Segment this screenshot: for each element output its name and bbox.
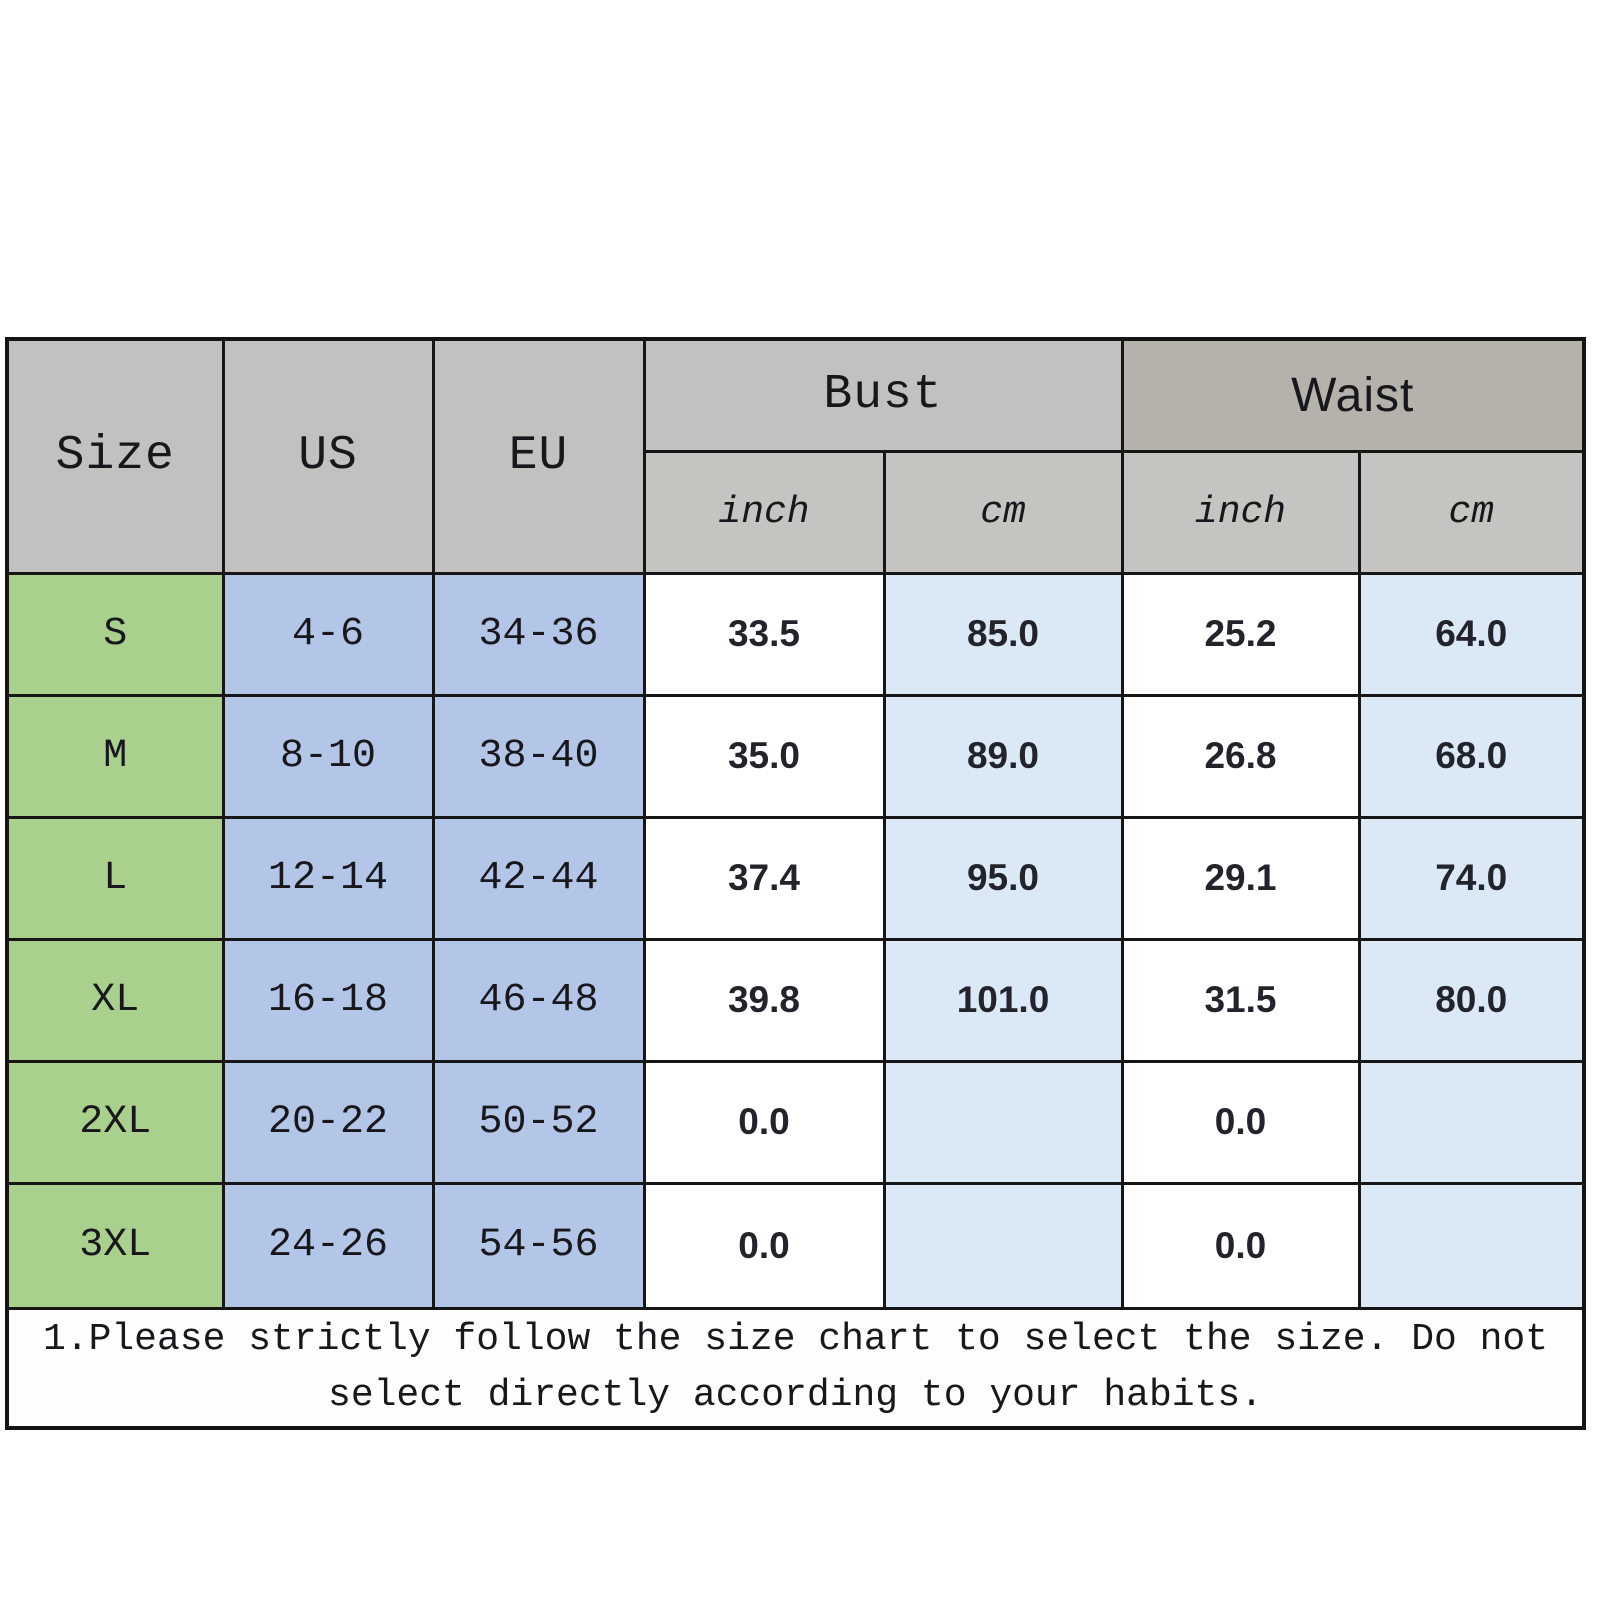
eu-cell: 42-44 — [431, 815, 646, 941]
table-row-l: L 12-14 42-44 37.4 95.0 29.1 74.0 — [5, 815, 1586, 941]
waist-inch-cell: 29.1 — [1120, 815, 1361, 941]
size-chart-table: Size US EU Bust Waist inch cm inch cm S … — [5, 337, 1586, 1430]
bust-inch-cell: 37.4 — [642, 815, 886, 941]
header-size: Size — [5, 337, 225, 575]
header-bust-inch: inch — [642, 449, 886, 575]
header-bust-cm: cm — [882, 449, 1124, 575]
eu-cell: 46-48 — [431, 937, 646, 1063]
us-cell: 12-14 — [221, 815, 435, 941]
us-cell: 4-6 — [221, 571, 435, 697]
header-us: US — [221, 337, 435, 575]
us-cell: 16-18 — [221, 937, 435, 1063]
header-bust: Bust — [642, 337, 1124, 453]
waist-cm-cell: 64.0 — [1357, 571, 1586, 697]
bust-inch-cell: 0.0 — [642, 1181, 886, 1310]
header-row-units: inch cm inch cm — [7, 449, 1586, 575]
note-line-2: select directly according to your habits… — [328, 1373, 1263, 1417]
waist-inch-cell: 31.5 — [1120, 937, 1361, 1063]
table-row-xl: XL 16-18 46-48 39.8 101.0 31.5 80.0 — [5, 937, 1586, 1063]
bust-inch-cell: 0.0 — [642, 1059, 886, 1185]
eu-cell: 54-56 — [431, 1181, 646, 1310]
bust-inch-cell: 39.8 — [642, 937, 886, 1063]
bust-cm-cell — [882, 1181, 1124, 1310]
bust-cm-cell: 101.0 — [882, 937, 1124, 1063]
us-cell: 20-22 — [221, 1059, 435, 1185]
waist-cm-cell — [1357, 1059, 1586, 1185]
eu-cell: 34-36 — [431, 571, 646, 697]
bust-inch-cell: 33.5 — [642, 571, 886, 697]
us-cell: 24-26 — [221, 1181, 435, 1310]
bust-cm-cell: 89.0 — [882, 693, 1124, 819]
note-row: 1.Please strictly follow the size chart … — [5, 1306, 1586, 1430]
waist-inch-cell: 25.2 — [1120, 571, 1361, 697]
waist-cm-cell — [1357, 1181, 1586, 1310]
bust-cm-cell: 85.0 — [882, 571, 1124, 697]
waist-cm-cell: 80.0 — [1357, 937, 1586, 1063]
header-waist-inch: inch — [1120, 449, 1361, 575]
size-cell: 2XL — [5, 1059, 225, 1185]
eu-cell: 50-52 — [431, 1059, 646, 1185]
size-cell: 3XL — [5, 1181, 225, 1310]
note-line-1: 1.Please strictly follow the size chart … — [42, 1317, 1549, 1361]
table-row-2xl: 2XL 20-22 50-52 0.0 0.0 — [5, 1059, 1586, 1185]
header-row-groups: Size US EU Bust Waist — [5, 337, 1586, 575]
eu-cell: 38-40 — [431, 693, 646, 819]
bust-cm-cell — [882, 1059, 1124, 1185]
waist-cm-cell: 68.0 — [1357, 693, 1586, 819]
waist-inch-cell: 26.8 — [1120, 693, 1361, 819]
size-cell: XL — [5, 937, 225, 1063]
size-cell: L — [5, 815, 225, 941]
table-row-3xl: 3XL 24-26 54-56 0.0 0.0 — [5, 1181, 1586, 1310]
size-cell: M — [5, 693, 225, 819]
us-cell: 8-10 — [221, 693, 435, 819]
waist-cm-cell: 74.0 — [1357, 815, 1586, 941]
size-cell: S — [5, 571, 225, 697]
header-waist-cm: cm — [1357, 449, 1586, 575]
table-row-m: M 8-10 38-40 35.0 89.0 26.8 68.0 — [5, 693, 1586, 819]
waist-inch-cell: 0.0 — [1120, 1059, 1361, 1185]
bust-inch-cell: 35.0 — [642, 693, 886, 819]
bust-cm-cell: 95.0 — [882, 815, 1124, 941]
header-waist: Waist — [1120, 337, 1586, 453]
size-note: 1.Please strictly follow the size chart … — [5, 1306, 1586, 1430]
table-row-s: S 4-6 34-36 33.5 85.0 25.2 64.0 — [5, 571, 1586, 697]
header-eu: EU — [431, 337, 646, 575]
waist-inch-cell: 0.0 — [1120, 1181, 1361, 1310]
